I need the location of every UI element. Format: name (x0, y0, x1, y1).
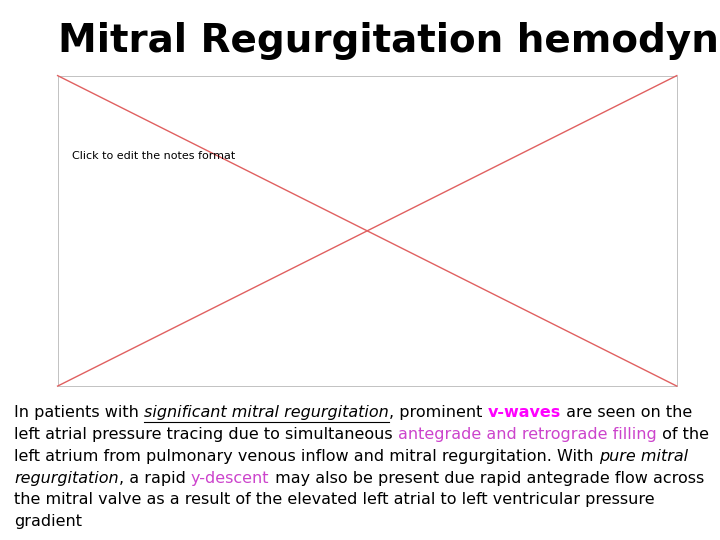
Text: may also be present due rapid antegrade flow across: may also be present due rapid antegrade … (269, 471, 703, 485)
Text: In patients with: In patients with (14, 406, 145, 421)
Text: , prominent: , prominent (389, 406, 487, 421)
Text: Mitral Regurgitation hemodynamics: Mitral Regurgitation hemodynamics (58, 22, 720, 59)
Text: of the: of the (657, 427, 709, 442)
Text: significant mitral regurgitation: significant mitral regurgitation (145, 406, 389, 421)
Text: are seen on the: are seen on the (561, 406, 692, 421)
Text: gradient: gradient (14, 514, 82, 529)
Text: the mitral valve as a result of the elevated left atrial to left ventricular pre: the mitral valve as a result of the elev… (14, 492, 655, 508)
Text: Click to edit the notes format: Click to edit the notes format (72, 151, 235, 161)
Text: pure mitral: pure mitral (599, 449, 688, 464)
Text: antegrade and retrograde filling: antegrade and retrograde filling (398, 427, 657, 442)
Text: , a rapid: , a rapid (119, 471, 191, 485)
Text: y-descent: y-descent (191, 471, 269, 485)
Text: regurgitation: regurgitation (14, 471, 119, 485)
Text: v-waves: v-waves (487, 406, 561, 421)
Text: left atrium from pulmonary venous inflow and mitral regurgitation. With: left atrium from pulmonary venous inflow… (14, 449, 599, 464)
Text: left atrial pressure tracing due to simultaneous: left atrial pressure tracing due to simu… (14, 427, 398, 442)
